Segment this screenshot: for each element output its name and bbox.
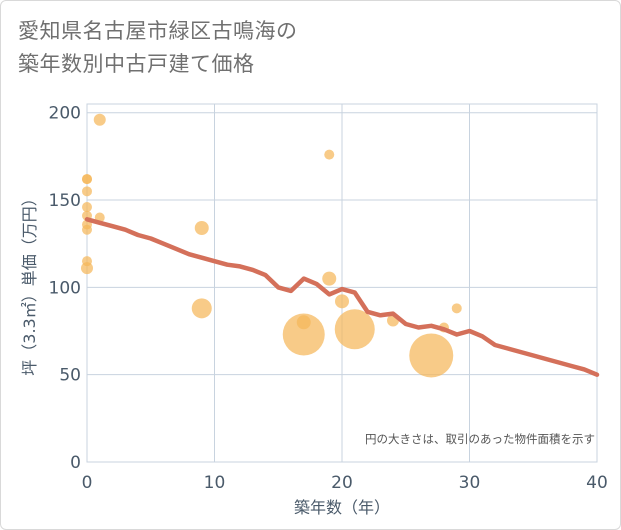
axis-ticks: 0 10 20 30 40 0 50 100 150 200 [49,104,608,493]
y-tick-label: 200 [49,104,81,124]
trend-line-layer [84,217,600,377]
x-tick-label: 0 [82,473,93,493]
data-bubble [191,298,212,319]
x-tick-label: 40 [586,473,608,493]
data-bubble [82,202,92,213]
y-tick-label: 150 [49,191,81,211]
data-bubble [282,313,325,356]
data-bubble [324,149,335,160]
x-axis-label: 築年数（年） [294,498,390,517]
data-bubble [322,271,337,286]
y-axis-label: 坪（3.3㎡）単価（万円） [20,190,39,375]
data-bubble [82,224,92,235]
chart-title: 愛知県名古屋市緑区古鳴海の 築年数別中古戸建て価格 [18,15,438,81]
y-tick-label: 0 [70,453,81,473]
data-bubble [335,294,349,309]
data-bubble [82,186,92,197]
y-tick-label: 50 [59,366,81,386]
data-bubble [451,303,462,314]
bubble-size-note: 円の大きさは、取引のあった物件面積を示す [365,432,595,446]
bubbles [81,113,462,378]
y-tick-label: 100 [49,278,81,298]
trend-line [84,217,600,377]
x-tick-label: 30 [459,473,481,493]
data-bubble [93,113,106,126]
chart-title-line-1: 愛知県名古屋市緑区古鳴海の [18,19,298,43]
data-bubble [82,174,92,185]
data-bubble [194,220,209,235]
x-tick-label: 20 [331,473,353,493]
data-bubble [334,309,375,350]
data-bubble [81,262,93,275]
data-bubble [409,333,454,378]
grid-lines [86,103,598,463]
chart-title-line-2: 築年数別中古戸建て価格 [18,52,255,76]
x-tick-label: 10 [204,473,226,493]
data-bubble [296,315,311,330]
